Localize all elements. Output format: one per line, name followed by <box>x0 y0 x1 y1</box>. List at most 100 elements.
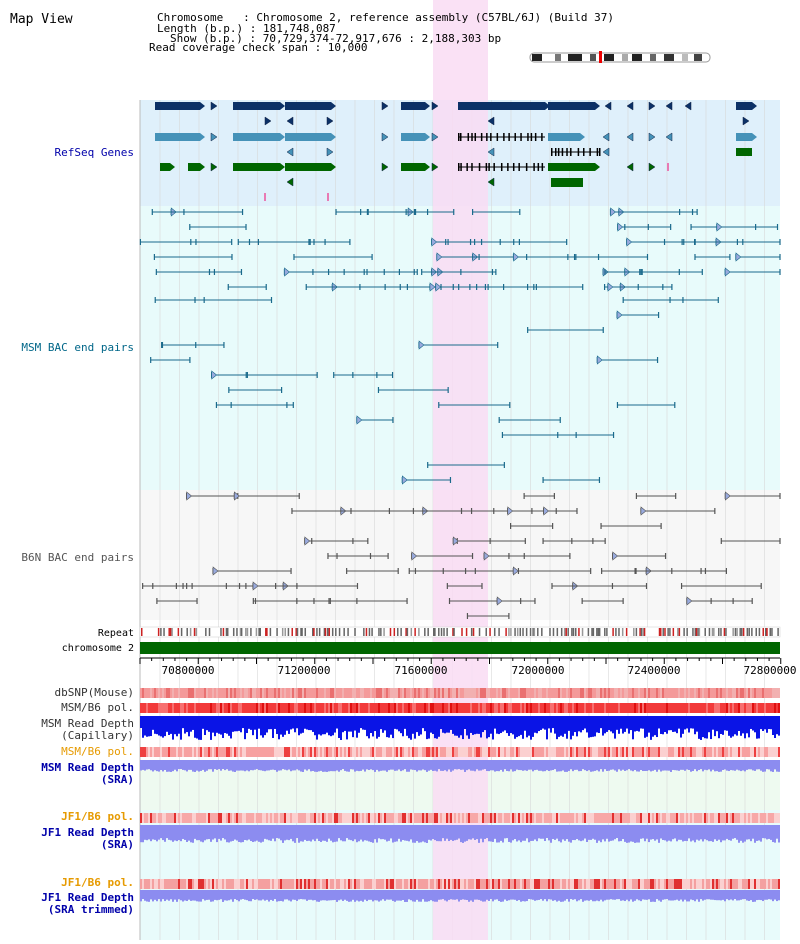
strand-arrow-icon[interactable] <box>487 116 495 126</box>
strand-arrow-icon[interactable] <box>286 147 294 157</box>
strand-arrow-icon[interactable] <box>684 101 692 111</box>
gene-feature[interactable] <box>736 133 752 141</box>
gene-feature[interactable] <box>551 178 583 187</box>
strand-arrow-icon[interactable] <box>264 116 272 126</box>
bac-end-arrow-icon <box>724 491 731 501</box>
strand-arrow-icon[interactable] <box>665 101 673 111</box>
gene-feature[interactable] <box>548 102 595 110</box>
msm-bac-track[interactable] <box>139 207 781 485</box>
gene-feature[interactable] <box>401 163 425 171</box>
strand-arrow-icon[interactable] <box>210 101 218 111</box>
gene-feature[interactable] <box>160 163 170 171</box>
strand-arrow-icon[interactable] <box>381 101 389 111</box>
read-depth-tracks[interactable] <box>140 716 780 902</box>
bac-end-arrow-icon <box>640 506 647 516</box>
page-title: Map View <box>10 12 73 27</box>
msm-depth-capillary-sublabel: (Capillary) <box>61 729 134 742</box>
length-info: Length (b.p.) : 181,748,087 <box>157 22 336 35</box>
coverage-span-info: Read coverage check span : 10,000 <box>149 41 368 54</box>
axis-tick-label: 71600000 <box>395 664 448 677</box>
strand-arrow-icon[interactable] <box>210 132 218 142</box>
strand-arrow-icon[interactable] <box>326 116 334 126</box>
strand-arrow-icon[interactable] <box>431 132 439 142</box>
strand-arrow-icon[interactable] <box>431 162 439 172</box>
bac-end-arrow-icon <box>513 566 519 576</box>
strand-arrow-icon <box>425 133 430 141</box>
gene-feature[interactable] <box>401 133 425 141</box>
strand-arrow-icon[interactable] <box>648 162 656 172</box>
gene-feature[interactable] <box>458 102 545 110</box>
gene-feature[interactable] <box>155 102 200 110</box>
strand-arrow-icon[interactable] <box>487 177 495 187</box>
b6n-bac-track[interactable] <box>142 491 781 619</box>
bac-end-arrow-icon <box>212 566 219 576</box>
gene-feature[interactable] <box>548 133 580 141</box>
gene-feature[interactable] <box>233 163 280 171</box>
gene-feature[interactable] <box>401 102 425 110</box>
strand-arrow-icon[interactable] <box>210 162 218 172</box>
msm-depth-capillary-label[interactable]: MSM Read Depth <box>41 717 134 730</box>
gene-feature[interactable] <box>285 133 331 141</box>
gene-feature[interactable] <box>285 163 331 171</box>
strand-arrow-icon[interactable] <box>381 162 389 172</box>
jf1-depth-label[interactable]: JF1 Read Depth <box>41 826 134 839</box>
chromosome-label[interactable]: chromosome 2 <box>62 643 134 654</box>
strand-arrow-icon[interactable] <box>431 101 439 111</box>
gene-feature[interactable] <box>285 102 331 110</box>
refseq-genes-track[interactable] <box>155 101 757 201</box>
msm-pol-2-label[interactable]: MSM/B6 pol. <box>61 745 134 758</box>
jf1-pol-label[interactable]: JF1/B6 pol. <box>61 810 134 823</box>
selection-highlight[interactable] <box>433 0 488 940</box>
gene-feature[interactable] <box>736 102 752 110</box>
bac-end-arrow-icon <box>304 536 311 546</box>
strand-arrow-icon[interactable] <box>742 116 750 126</box>
strand-arrow-icon[interactable] <box>286 116 294 126</box>
strand-arrow-icon[interactable] <box>602 147 610 157</box>
strand-arrow-icon <box>595 163 600 171</box>
gene-feature[interactable] <box>548 163 595 171</box>
strand-arrow-icon[interactable] <box>326 147 334 157</box>
gene-feature[interactable] <box>233 102 280 110</box>
strand-arrow-icon[interactable] <box>487 147 495 157</box>
jf1-trim-label[interactable]: JF1 Read Depth <box>41 891 134 904</box>
bac-end-arrow-icon <box>686 596 693 606</box>
strand-arrow-icon[interactable] <box>665 132 673 142</box>
bac-end-arrow-icon <box>211 370 218 380</box>
grid-lines <box>139 100 765 940</box>
chromosome-bar[interactable] <box>140 642 780 654</box>
jf1-pol-2-label[interactable]: JF1/B6 pol. <box>61 876 134 889</box>
strand-arrow-icon[interactable] <box>286 177 294 187</box>
msm-pol-label[interactable]: MSM/B6 pol. <box>61 701 134 714</box>
repeat-track[interactable] <box>141 628 779 636</box>
axis-tick-labels: 70800000 71200000 71600000 72000000 7240… <box>162 664 797 677</box>
axis-tick-label: 72400000 <box>628 664 681 677</box>
msm-depth-sra-label[interactable]: MSM Read Depth <box>41 761 134 774</box>
strand-arrow-icon[interactable] <box>626 132 634 142</box>
gene-feature[interactable] <box>736 148 752 156</box>
dbsnp-label[interactable]: dbSNP(Mouse) <box>55 686 134 699</box>
strand-arrow-icon[interactable] <box>381 132 389 142</box>
b6n-bac-label[interactable]: B6N BAC end pairs <box>21 551 134 564</box>
strand-arrow-icon[interactable] <box>648 132 656 142</box>
strand-arrow-icon <box>331 102 336 110</box>
chromosome-ideogram[interactable] <box>529 51 711 63</box>
bac-end-arrow-icon <box>616 310 623 320</box>
strand-arrow-icon[interactable] <box>604 101 612 111</box>
gene-feature[interactable] <box>188 163 200 171</box>
msm-bac-label[interactable]: MSM BAC end pairs <box>21 341 134 354</box>
strand-arrow-icon[interactable] <box>626 101 634 111</box>
bac-end-arrow-icon <box>431 237 438 247</box>
refseq-genes-label[interactable]: RefSeq Genes <box>55 146 134 159</box>
gene-feature[interactable] <box>155 133 200 141</box>
bac-end-arrow-icon <box>401 475 408 485</box>
gene-feature[interactable] <box>233 133 280 141</box>
bac-end-arrow-icon <box>436 252 443 262</box>
repeat-label[interactable]: Repeat <box>98 628 134 639</box>
strand-arrow-icon <box>752 102 757 110</box>
strand-arrow-icon[interactable] <box>602 132 610 142</box>
strand-arrow-icon[interactable] <box>648 101 656 111</box>
strand-arrow-icon[interactable] <box>626 162 634 172</box>
bac-end-arrow-icon <box>513 252 519 262</box>
polymorphism-heatmaps[interactable] <box>140 688 780 889</box>
